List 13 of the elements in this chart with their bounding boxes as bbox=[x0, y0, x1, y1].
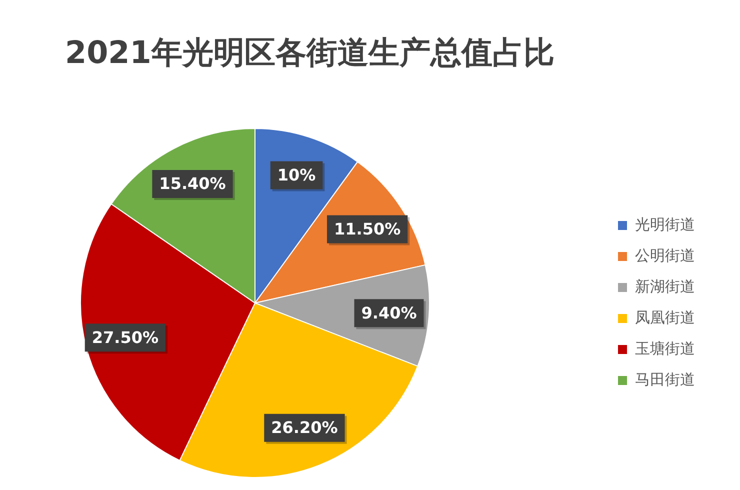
chart-title: 2021年光明区各街道生产总值占比 bbox=[65, 34, 554, 73]
data-label: 10% bbox=[277, 165, 316, 184]
legend-label: 新湖街道 bbox=[635, 277, 695, 296]
data-label: 15.40% bbox=[159, 174, 226, 194]
legend-label: 光明街道 bbox=[635, 215, 695, 234]
legend-label: 凤凰街道 bbox=[635, 308, 695, 326]
data-label: 27.50% bbox=[92, 328, 158, 347]
legend-label: 公明街道 bbox=[635, 246, 695, 264]
data-label: 9.40% bbox=[361, 303, 417, 322]
data-label: 11.50% bbox=[334, 219, 401, 238]
data-label: 26.20% bbox=[271, 418, 338, 438]
legend-label: 马田街道 bbox=[635, 370, 695, 388]
legend-label: 玉塘街道 bbox=[635, 339, 695, 358]
